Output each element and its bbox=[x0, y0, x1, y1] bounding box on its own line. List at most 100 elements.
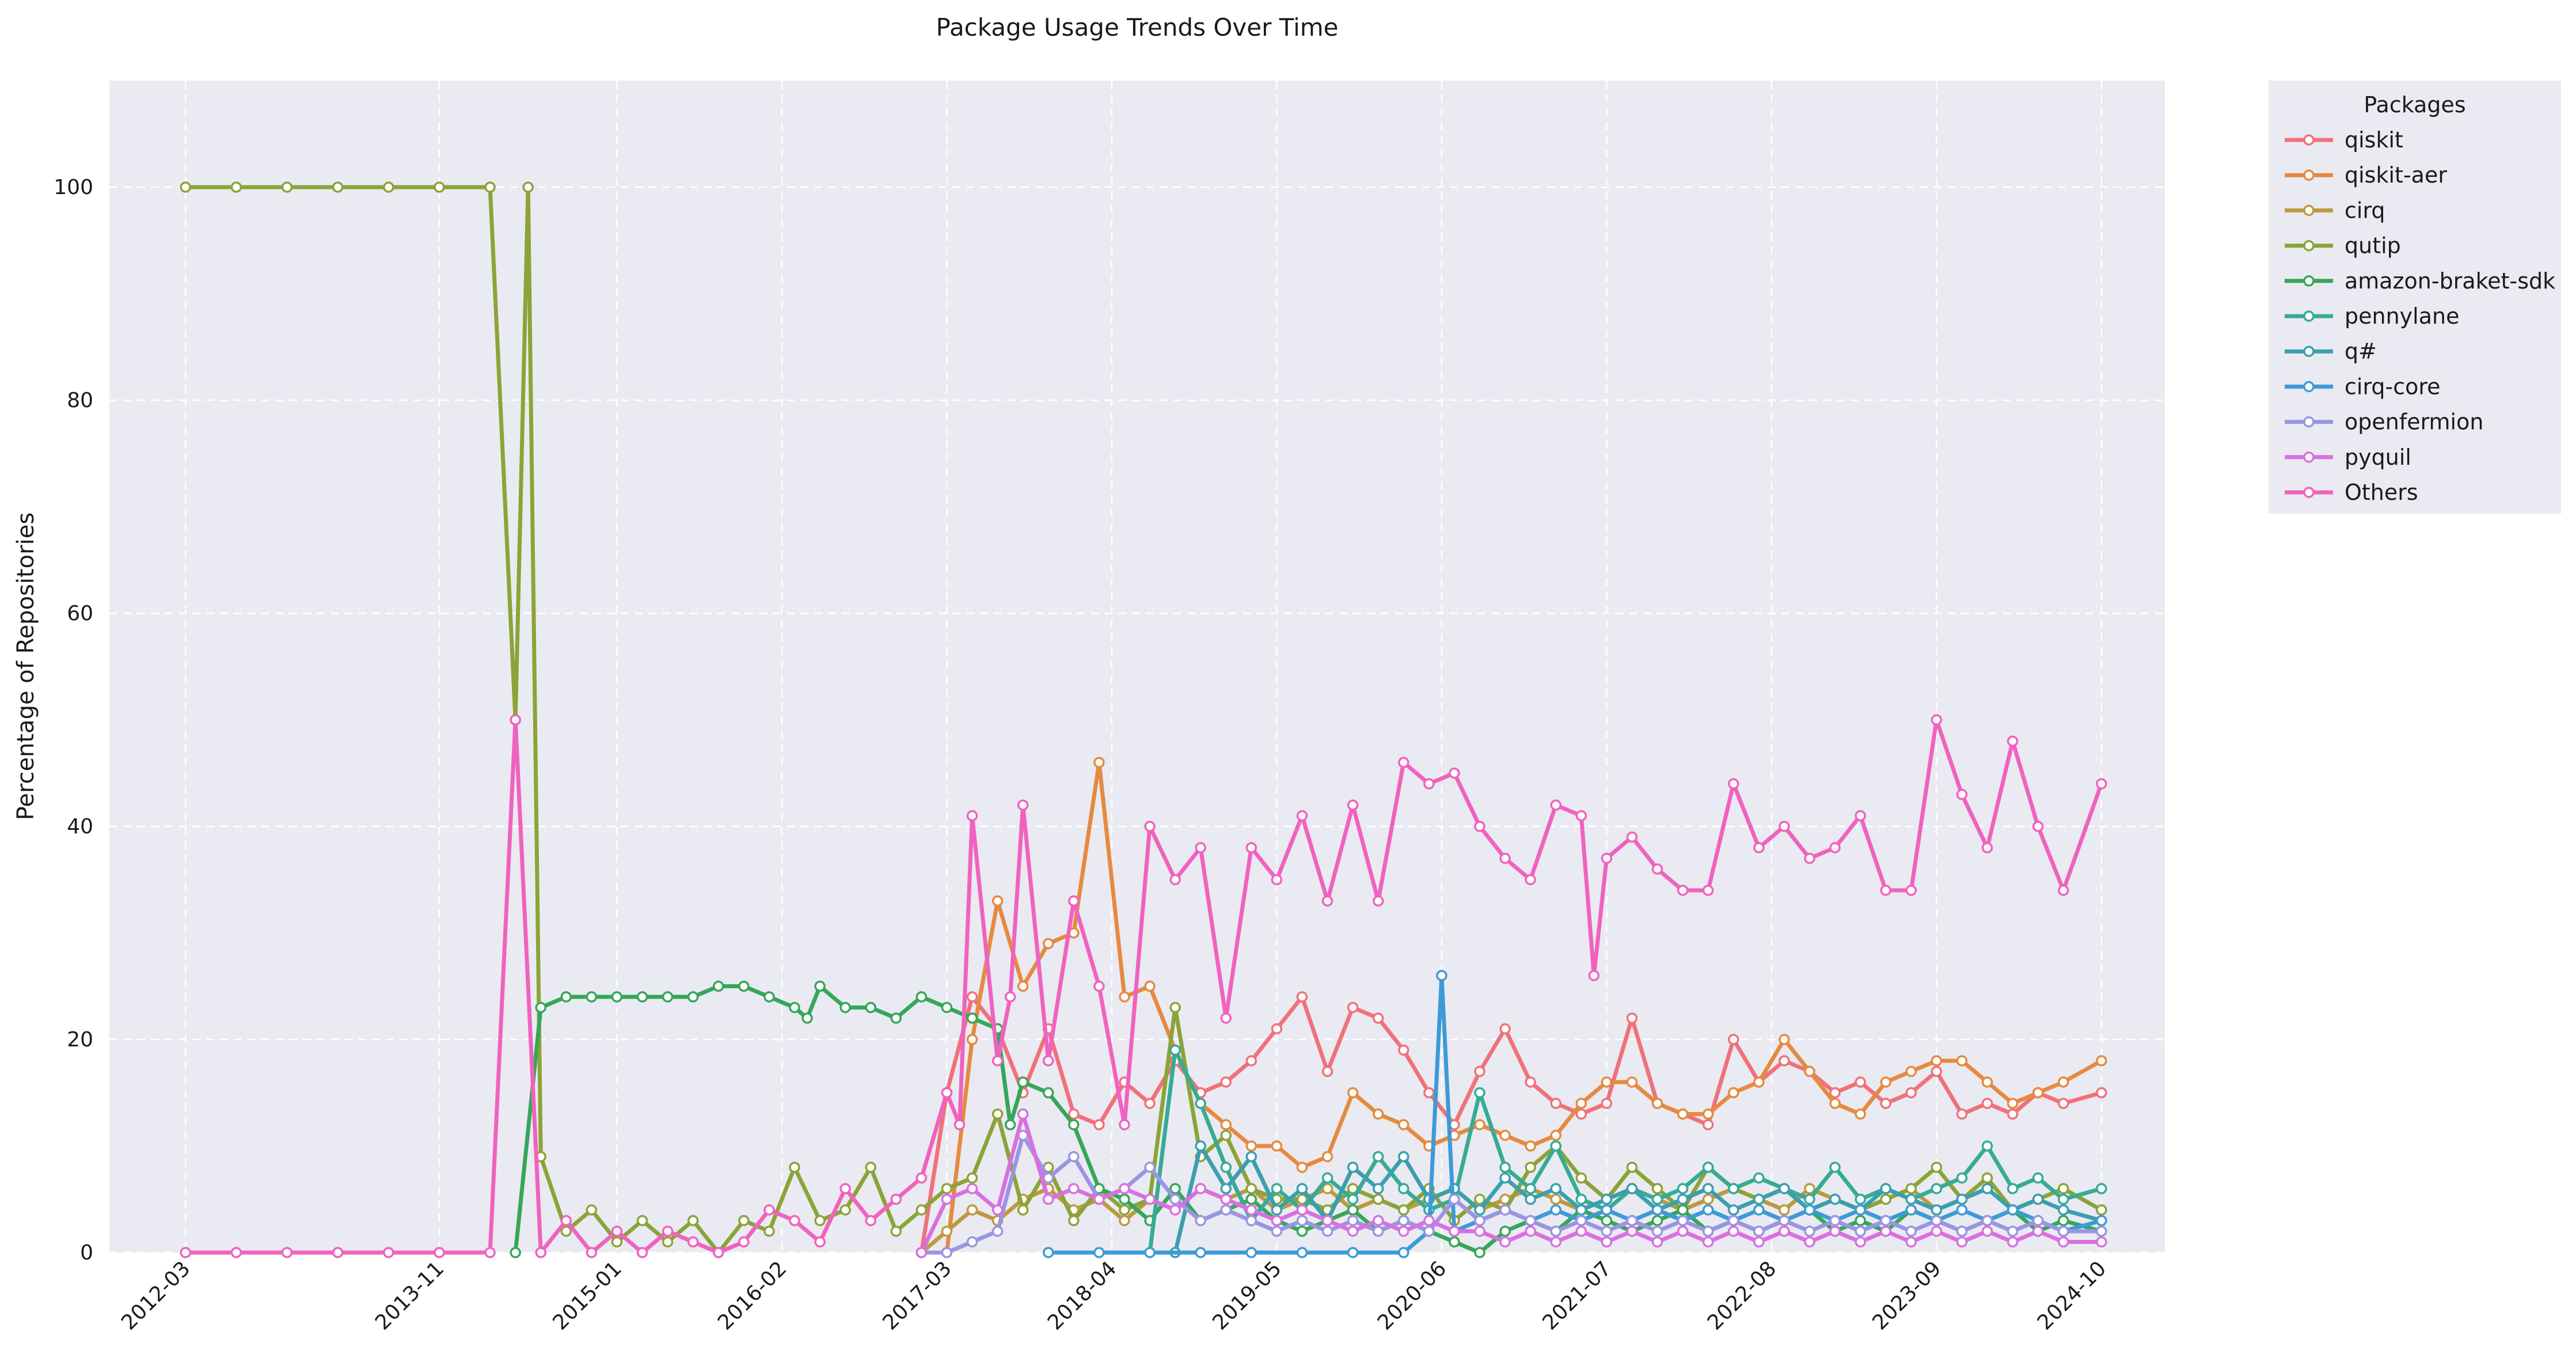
data-point bbox=[1042, 1193, 1054, 1205]
data-point bbox=[484, 181, 496, 193]
data-point bbox=[2007, 1236, 2019, 1248]
data-point bbox=[1195, 842, 1206, 853]
data-point bbox=[522, 181, 534, 193]
data-point bbox=[713, 1247, 724, 1258]
data-point bbox=[1575, 1108, 1587, 1120]
data-point bbox=[1347, 1162, 1359, 1173]
data-point bbox=[1474, 1225, 1485, 1237]
data-point bbox=[1499, 1129, 1511, 1141]
data-point bbox=[1220, 1119, 1232, 1130]
data-point bbox=[1905, 1193, 1917, 1205]
data-point bbox=[1017, 799, 1029, 811]
data-point bbox=[1753, 1193, 1765, 1205]
data-point bbox=[801, 1012, 813, 1024]
data-point bbox=[1779, 1055, 1790, 1067]
data-point bbox=[1931, 1215, 1943, 1227]
data-point bbox=[662, 1236, 674, 1248]
legend-label: pennylane bbox=[2345, 303, 2459, 329]
data-point bbox=[1956, 1108, 1968, 1120]
data-point bbox=[1753, 1225, 1765, 1237]
data-point bbox=[1880, 1193, 1891, 1205]
data-point bbox=[953, 1119, 966, 1130]
data-point bbox=[941, 1247, 953, 1258]
data-point bbox=[1601, 1076, 1613, 1088]
data-point bbox=[1144, 980, 1156, 992]
data-point bbox=[1651, 1236, 1663, 1248]
data-point bbox=[1321, 1172, 1333, 1184]
data-point bbox=[2007, 1183, 2019, 1194]
data-point bbox=[890, 1193, 902, 1205]
data-point bbox=[2007, 1108, 2019, 1120]
data-point bbox=[1727, 1183, 1739, 1194]
data-point bbox=[1220, 1204, 1232, 1216]
data-point bbox=[1372, 1193, 1384, 1205]
legend-label: openfermion bbox=[2345, 409, 2483, 435]
data-point bbox=[1245, 1193, 1257, 1205]
data-point bbox=[2032, 1172, 2044, 1184]
data-point bbox=[1677, 1204, 1689, 1216]
data-point bbox=[1474, 1065, 1485, 1077]
data-point bbox=[966, 1183, 978, 1194]
data-point bbox=[1981, 842, 1993, 853]
data-point bbox=[814, 1215, 826, 1227]
data-point bbox=[281, 1247, 293, 1258]
data-point bbox=[1296, 1183, 1308, 1194]
data-point bbox=[1004, 1119, 1016, 1130]
data-point bbox=[763, 1204, 775, 1216]
data-point bbox=[1575, 810, 1587, 822]
data-point bbox=[1093, 757, 1105, 768]
legend-marker bbox=[2303, 204, 2315, 217]
data-point bbox=[1804, 1193, 1815, 1205]
data-point bbox=[1550, 1129, 1561, 1141]
y-tick-label: 100 bbox=[54, 176, 93, 199]
data-point bbox=[662, 1225, 674, 1237]
data-point bbox=[1245, 842, 1257, 853]
data-point bbox=[1727, 1087, 1739, 1099]
data-point bbox=[1017, 1204, 1029, 1216]
data-point bbox=[890, 1012, 902, 1024]
data-point bbox=[738, 980, 750, 992]
data-point bbox=[1296, 1193, 1308, 1205]
data-point bbox=[1245, 1247, 1257, 1258]
data-point bbox=[1144, 821, 1156, 832]
data-point bbox=[865, 1001, 876, 1014]
data-point bbox=[1601, 1204, 1613, 1216]
data-point bbox=[1550, 1236, 1561, 1248]
data-point bbox=[1144, 1162, 1156, 1173]
data-point bbox=[1119, 1119, 1130, 1130]
data-point bbox=[1525, 1215, 1536, 1227]
data-point bbox=[1525, 1183, 1536, 1194]
legend-label: cirq-core bbox=[2345, 374, 2441, 399]
data-point bbox=[839, 1001, 851, 1014]
data-point bbox=[865, 1215, 876, 1227]
data-point bbox=[1905, 1225, 1917, 1237]
data-point bbox=[1677, 885, 1689, 896]
data-point bbox=[991, 895, 1004, 907]
data-point bbox=[1474, 1087, 1485, 1099]
data-point bbox=[1981, 1183, 1993, 1194]
data-point bbox=[1575, 1204, 1587, 1216]
data-point bbox=[1779, 821, 1790, 832]
data-point bbox=[1398, 757, 1409, 768]
data-point bbox=[281, 181, 293, 193]
data-point bbox=[1423, 1225, 1435, 1237]
data-point bbox=[1169, 1193, 1181, 1205]
data-point bbox=[687, 991, 699, 1003]
data-point bbox=[1474, 1193, 1485, 1205]
data-point bbox=[1042, 1055, 1054, 1067]
data-point bbox=[1931, 1055, 1943, 1067]
data-point bbox=[814, 1236, 826, 1248]
data-point bbox=[1347, 799, 1359, 811]
data-point bbox=[1042, 938, 1054, 950]
data-point bbox=[636, 1247, 648, 1258]
data-point bbox=[1017, 1108, 1029, 1120]
data-point bbox=[1651, 863, 1663, 875]
data-point bbox=[2057, 1183, 2069, 1194]
data-point bbox=[1981, 1076, 1993, 1088]
data-point bbox=[1727, 1204, 1739, 1216]
data-point bbox=[1423, 1087, 1435, 1099]
data-point bbox=[332, 181, 344, 193]
data-point bbox=[1271, 1183, 1283, 1194]
data-point bbox=[1753, 842, 1765, 853]
data-point bbox=[890, 1225, 902, 1237]
